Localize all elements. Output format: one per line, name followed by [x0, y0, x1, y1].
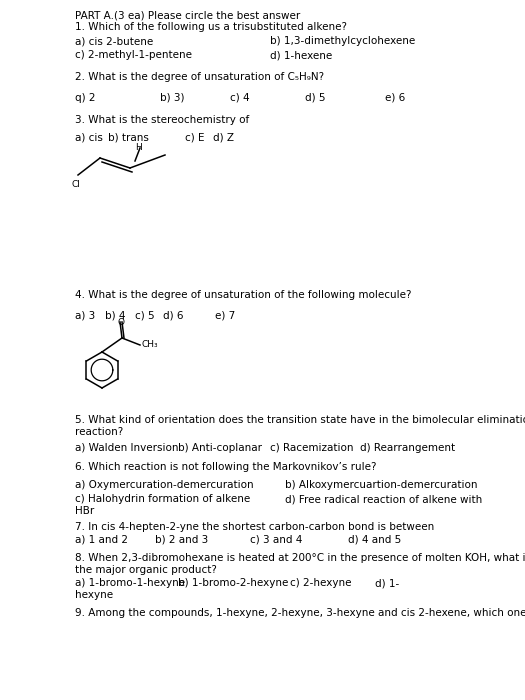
- Text: c) 2-methyl-1-pentene: c) 2-methyl-1-pentene: [75, 50, 192, 60]
- Text: d) Z: d) Z: [213, 133, 234, 143]
- Text: a) 1-bromo-1-hexyne: a) 1-bromo-1-hexyne: [75, 578, 185, 588]
- Text: 7. In cis 4-hepten-2-yne the shortest carbon-carbon bond is between: 7. In cis 4-hepten-2-yne the shortest ca…: [75, 522, 434, 532]
- Text: CH₃: CH₃: [142, 340, 159, 349]
- Text: e) 6: e) 6: [385, 93, 405, 103]
- Text: b) 1,3-dimethylcyclohexene: b) 1,3-dimethylcyclohexene: [270, 36, 415, 46]
- Text: c) 5: c) 5: [135, 310, 155, 320]
- Text: a) Walden Inversion: a) Walden Inversion: [75, 443, 178, 453]
- Text: c) Halohydrin formation of alkene: c) Halohydrin formation of alkene: [75, 494, 250, 504]
- Text: 3. What is the stereochemistry of: 3. What is the stereochemistry of: [75, 115, 249, 125]
- Text: 2. What is the degree of unsaturation of C₅H₉N?: 2. What is the degree of unsaturation of…: [75, 72, 324, 82]
- Text: c) 4: c) 4: [230, 93, 249, 103]
- Text: c) E: c) E: [185, 133, 205, 143]
- Text: d) 1-: d) 1-: [375, 578, 399, 588]
- Text: b) trans: b) trans: [108, 133, 149, 143]
- Text: a) 1 and 2: a) 1 and 2: [75, 535, 128, 545]
- Text: e) 7: e) 7: [215, 310, 235, 320]
- Text: b) 1-bromo-2-hexyne: b) 1-bromo-2-hexyne: [178, 578, 288, 588]
- Text: a) Oxymercuration-demercuration: a) Oxymercuration-demercuration: [75, 480, 254, 490]
- Text: a) 3: a) 3: [75, 310, 95, 320]
- Text: PART A.(3 ea) Please circle the best answer: PART A.(3 ea) Please circle the best ans…: [75, 10, 300, 20]
- Text: 9. Among the compounds, 1-hexyne, 2-hexyne, 3-hexyne and cis 2-hexene, which one: 9. Among the compounds, 1-hexyne, 2-hexy…: [75, 608, 525, 618]
- Text: c) 3 and 4: c) 3 and 4: [250, 535, 302, 545]
- Text: hexyne: hexyne: [75, 590, 113, 600]
- Text: 8. When 2,3-dibromohexane is heated at 200°C in the presence of molten KOH, what: 8. When 2,3-dibromohexane is heated at 2…: [75, 553, 525, 563]
- Text: d) 6: d) 6: [163, 310, 184, 320]
- Text: c) Racemization: c) Racemization: [270, 443, 353, 453]
- Text: b) 4: b) 4: [105, 310, 125, 320]
- Text: 6. Which reaction is not following the Markovnikov’s rule?: 6. Which reaction is not following the M…: [75, 462, 376, 472]
- Text: the major organic product?: the major organic product?: [75, 565, 217, 575]
- Text: b) 3): b) 3): [160, 93, 184, 103]
- Text: O: O: [117, 318, 124, 327]
- Text: c) 2-hexyne: c) 2-hexyne: [290, 578, 352, 588]
- Text: d) Rearrangement: d) Rearrangement: [360, 443, 455, 453]
- Text: d) 5: d) 5: [305, 93, 326, 103]
- Text: d) 1-hexene: d) 1-hexene: [270, 50, 332, 60]
- Text: b) 2 and 3: b) 2 and 3: [155, 535, 208, 545]
- Text: reaction?: reaction?: [75, 427, 123, 437]
- Text: d) Free radical reaction of alkene with: d) Free radical reaction of alkene with: [285, 494, 482, 504]
- Text: b) Anti-coplanar: b) Anti-coplanar: [178, 443, 262, 453]
- Text: 4. What is the degree of unsaturation of the following molecule?: 4. What is the degree of unsaturation of…: [75, 290, 412, 300]
- Text: 1. Which of the following us a trisubstituted alkene?: 1. Which of the following us a trisubsti…: [75, 22, 347, 32]
- Text: q) 2: q) 2: [75, 93, 96, 103]
- Text: Cl: Cl: [72, 180, 81, 189]
- Text: H: H: [135, 143, 142, 152]
- Text: a) cis 2-butene: a) cis 2-butene: [75, 36, 153, 46]
- Text: a) cis: a) cis: [75, 133, 103, 143]
- Text: b) Alkoxymercuartion-demercuration: b) Alkoxymercuartion-demercuration: [285, 480, 478, 490]
- Text: d) 4 and 5: d) 4 and 5: [348, 535, 401, 545]
- Text: HBr: HBr: [75, 506, 94, 516]
- Text: 5. What kind of orientation does the transition state have in the bimolecular el: 5. What kind of orientation does the tra…: [75, 415, 525, 425]
